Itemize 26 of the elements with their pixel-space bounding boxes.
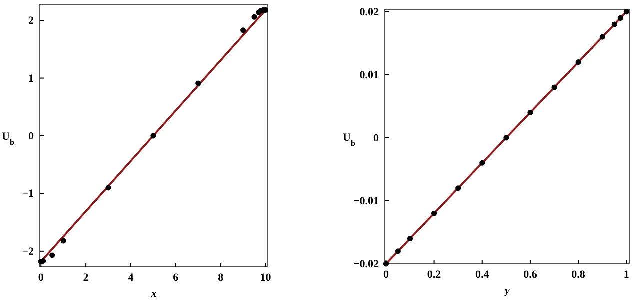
y-tick-label: −1 [22, 188, 34, 200]
y-tick-label: 0 [374, 132, 380, 144]
x-tick-label: 0 [38, 272, 44, 284]
x-tick-label: 0.4 [476, 268, 490, 281]
y-tick-label: 0 [28, 130, 34, 143]
y-axis-title: U$_{b}$ [343, 132, 356, 148]
x-tick-label: 4 [128, 272, 134, 284]
x-tick-label: 0.2 [427, 268, 442, 281]
y-tick-label: 0.01 [360, 69, 379, 82]
x-tick-label: 1 [624, 268, 630, 281]
y-tick-label: 0.02 [360, 6, 380, 18]
x-tick-label: 0 [383, 268, 390, 281]
y-tick-label: 2 [28, 15, 34, 28]
x-tick-label: 0.8 [572, 268, 586, 281]
x-tick-label: 0.6 [524, 268, 538, 281]
y-axis-title: U$_{b}$ [2, 131, 15, 146]
y-tick-label: −2 [22, 246, 34, 258]
x-tick-label: 2 [83, 272, 90, 284]
x-tick-label: 10 [260, 272, 272, 284]
x-tick-label: 6 [173, 272, 180, 284]
y-tick-label: −0.01 [353, 195, 379, 208]
x-axis-title: y [503, 285, 510, 297]
y-tick-label: −0.02 [353, 258, 380, 271]
x-axis-title: x [150, 288, 158, 300]
x-tick-label: 8 [218, 272, 224, 284]
y-tick-label: 1 [28, 72, 34, 85]
